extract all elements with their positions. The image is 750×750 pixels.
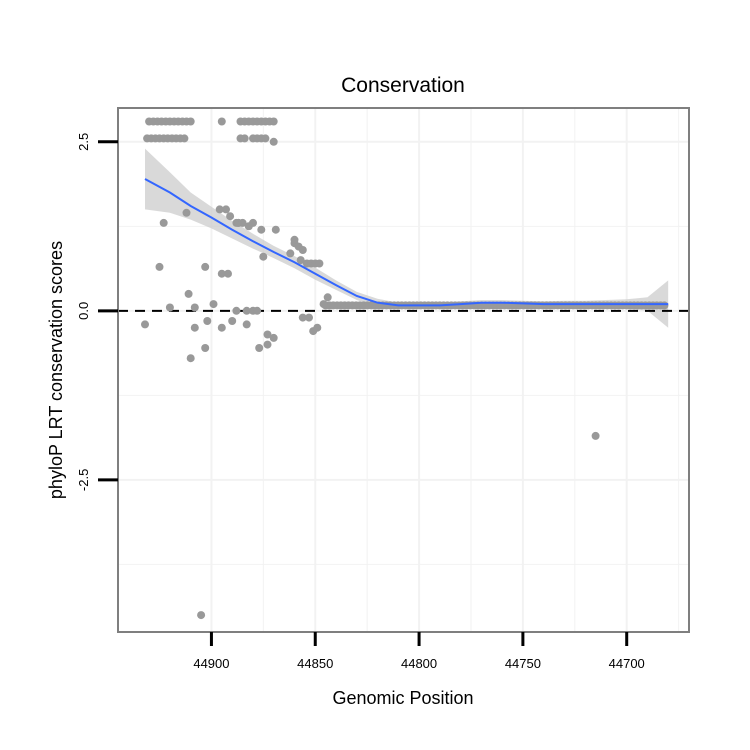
data-point — [165, 303, 174, 312]
data-point — [660, 301, 669, 310]
data-point — [201, 344, 210, 352]
data-point — [190, 323, 199, 332]
data-point — [222, 205, 230, 214]
chart-title: Conservation — [341, 74, 465, 97]
data-point — [269, 137, 278, 146]
data-point — [286, 249, 295, 258]
data-point — [203, 317, 212, 325]
data-point — [232, 306, 241, 315]
data-point — [255, 344, 264, 352]
data-point — [261, 134, 270, 143]
data-point — [313, 323, 322, 332]
data-point — [242, 306, 251, 315]
data-point — [159, 218, 168, 227]
data-point — [298, 246, 307, 254]
data-point — [242, 320, 251, 329]
x-axis: 44900 44850 44800 44750 44700 — [193, 632, 645, 671]
data-point — [186, 354, 195, 363]
data-point — [271, 225, 280, 234]
x-tick-label: 44800 — [401, 656, 437, 671]
data-point — [217, 117, 226, 126]
data-point — [155, 262, 164, 271]
y-axis-title: phyloP LRT conservation scores — [46, 241, 66, 499]
data-point — [217, 323, 226, 332]
data-point — [224, 269, 232, 278]
x-tick-label: 44700 — [609, 656, 645, 671]
data-point — [180, 134, 189, 143]
x-tick-label: 44750 — [505, 656, 541, 671]
data-point — [240, 134, 249, 143]
data-point — [269, 333, 278, 342]
plot-background — [118, 108, 689, 632]
x-axis-title: Genomic Position — [332, 688, 473, 708]
y-axis: 2.5 0.0 -2.5 — [76, 133, 118, 491]
data-point — [186, 117, 195, 126]
data-point — [249, 218, 257, 227]
data-point — [217, 269, 226, 278]
data-point — [263, 340, 272, 349]
data-point — [257, 225, 266, 234]
data-point — [296, 256, 305, 265]
data-point — [263, 330, 272, 339]
data-point — [253, 306, 262, 315]
plot-border — [117, 107, 690, 633]
data-point — [226, 212, 235, 221]
smooth-line — [144, 178, 669, 307]
data-point — [201, 262, 210, 271]
data-point — [141, 320, 149, 329]
data-point — [269, 117, 278, 126]
data-point — [315, 259, 324, 268]
x-tick-label: 44900 — [193, 656, 229, 671]
smooth-line-layer — [144, 178, 669, 307]
data-point — [238, 218, 247, 227]
data-point — [319, 300, 328, 309]
data-point — [259, 252, 268, 261]
data-point — [591, 431, 600, 440]
data-point — [228, 317, 237, 325]
data-point — [184, 289, 193, 298]
data-point — [215, 205, 224, 214]
data-point — [209, 300, 218, 309]
data-point — [298, 313, 307, 322]
y-tick-label: 2.5 — [76, 133, 91, 151]
y-tick-label: -2.5 — [76, 469, 91, 491]
data-point — [305, 313, 313, 322]
smooth-ribbon-layer — [145, 148, 669, 328]
confidence-ribbon — [145, 148, 669, 328]
plot-area — [117, 107, 690, 633]
y-tick-label: 0.0 — [76, 302, 91, 320]
x-tick-label: 44850 — [297, 656, 333, 671]
data-point — [182, 208, 191, 217]
data-point — [197, 611, 206, 620]
data-point — [323, 293, 332, 302]
data-point — [190, 303, 199, 312]
data-point — [290, 235, 299, 244]
